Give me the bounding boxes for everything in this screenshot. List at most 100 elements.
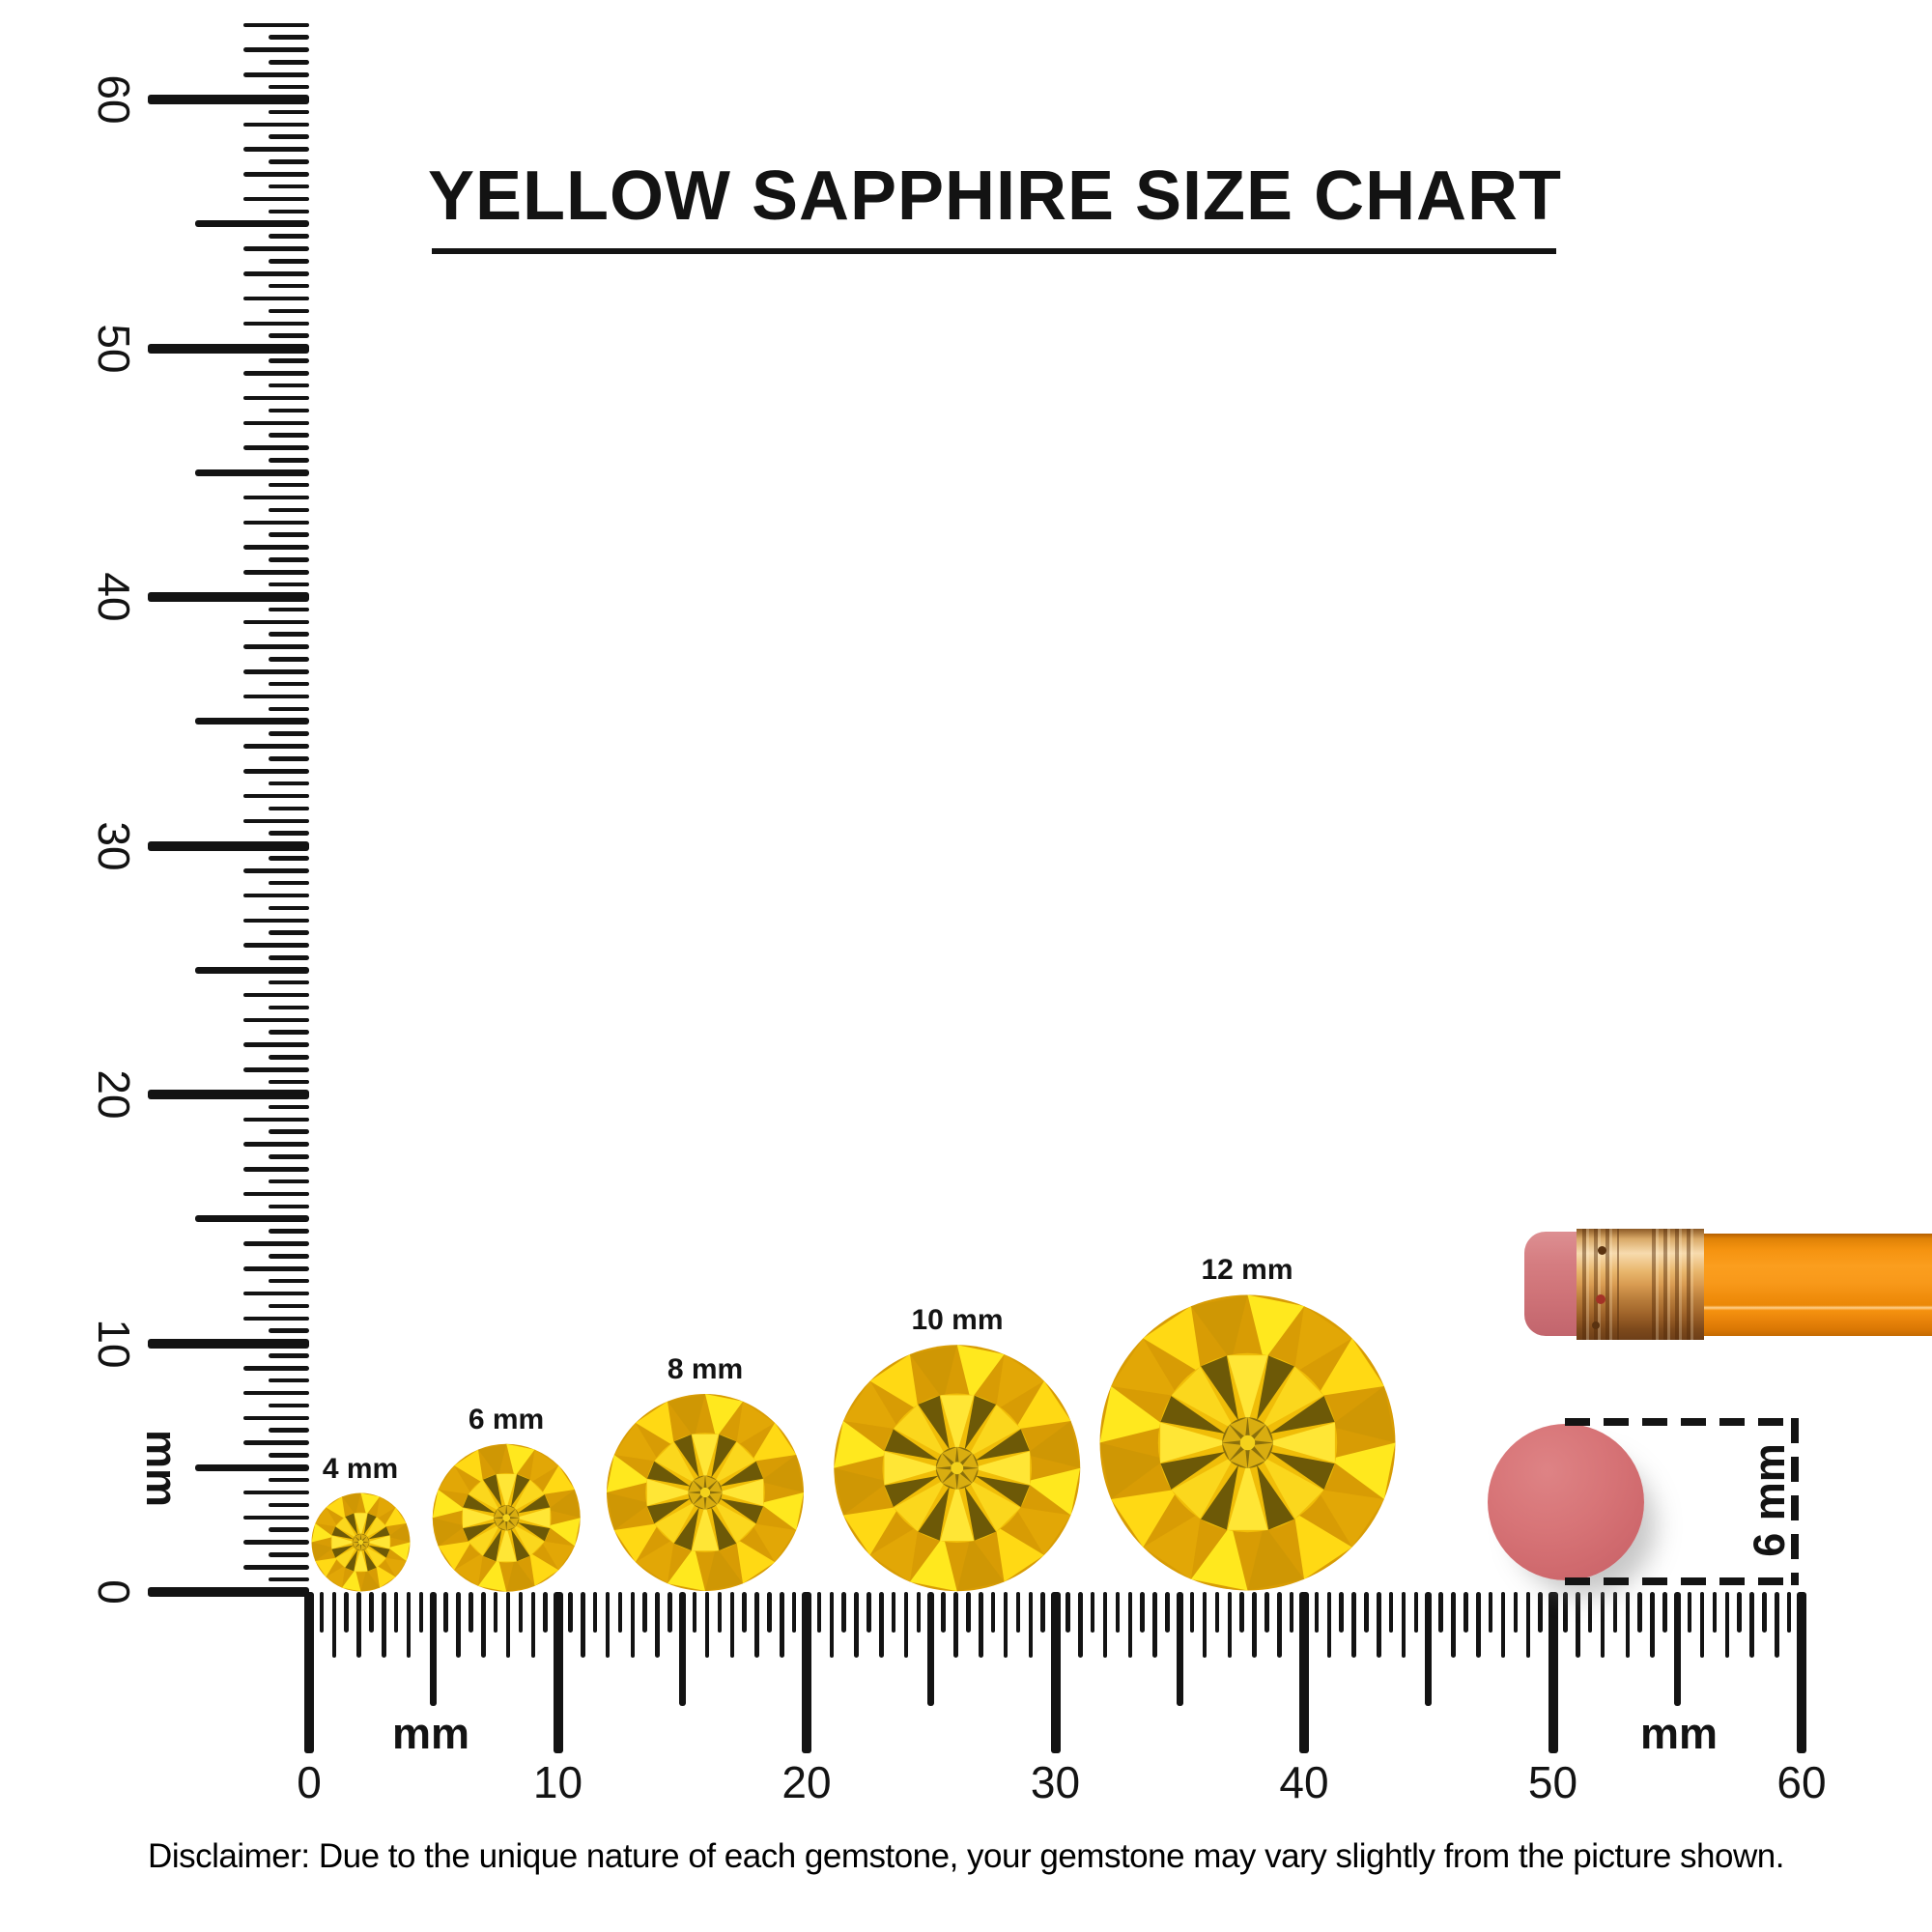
h-ruler-tick xyxy=(1438,1592,1443,1633)
measure-line-right xyxy=(1791,1418,1799,1585)
gem-size-label: 12 mm xyxy=(1201,1254,1293,1286)
v-ruler-tick xyxy=(269,1552,309,1557)
h-ruler-tick xyxy=(568,1592,573,1633)
gem-icon xyxy=(1099,1294,1395,1591)
h-ruler-tick xyxy=(1377,1592,1381,1658)
v-ruler-tick xyxy=(269,1303,309,1309)
eraser-disc-icon xyxy=(1488,1424,1644,1580)
v-ruler-tick xyxy=(269,84,309,90)
v-ruler-tick xyxy=(269,1030,309,1035)
h-ruler-label: 0 xyxy=(297,1757,322,1807)
v-ruler-tick xyxy=(269,1428,309,1433)
h-ruler-tick xyxy=(829,1592,834,1658)
h-ruler-tick xyxy=(903,1592,909,1658)
gem-icon xyxy=(607,1394,804,1591)
v-ruler-tick xyxy=(243,395,309,401)
h-ruler-tick xyxy=(406,1592,412,1658)
pencil-illustration xyxy=(1524,1229,1932,1341)
h-ruler-tick xyxy=(953,1592,958,1658)
v-ruler-tick xyxy=(269,831,309,836)
h-ruler-tick xyxy=(979,1592,983,1658)
h-ruler-tick xyxy=(1227,1592,1232,1658)
v-ruler-tick xyxy=(243,1440,309,1445)
h-ruler-tick xyxy=(1364,1592,1369,1633)
v-ruler-tick xyxy=(243,420,309,425)
h-ruler-tick xyxy=(816,1592,822,1633)
h-ruler-tick xyxy=(1102,1592,1108,1658)
h-ruler-tick xyxy=(916,1592,922,1633)
v-ruler-tick xyxy=(269,706,309,712)
v-ruler-tick xyxy=(269,955,309,960)
h-ruler-tick xyxy=(867,1592,871,1633)
h-ruler-label: 10 xyxy=(532,1757,583,1807)
h-ruler-tick xyxy=(1662,1592,1667,1633)
h-ruler-tick xyxy=(1339,1592,1344,1633)
h-ruler-tick xyxy=(1737,1592,1742,1633)
v-ruler-tick xyxy=(243,694,309,699)
v-ruler-tick xyxy=(269,657,309,662)
h-ruler-tick xyxy=(990,1592,996,1633)
v-ruler-tick xyxy=(269,1055,309,1060)
h-ruler-tick xyxy=(1289,1592,1294,1633)
h-ruler-tick xyxy=(1388,1592,1394,1633)
h-ruler-tick xyxy=(780,1592,784,1658)
h-ruler-tick xyxy=(319,1592,325,1633)
v-ruler-tick xyxy=(269,1229,309,1234)
v-ruler-label: 50 xyxy=(89,323,139,374)
h-ruler-tick xyxy=(530,1592,535,1658)
h-ruler-tick xyxy=(1326,1592,1331,1658)
v-ruler-tick xyxy=(243,1191,309,1197)
h-ruler-tick xyxy=(729,1592,734,1658)
h-ruler-tick xyxy=(493,1592,498,1633)
v-ruler-tick xyxy=(269,35,309,40)
h-ruler-tick xyxy=(655,1592,660,1658)
v-ruler-tick xyxy=(148,1338,309,1349)
v-ruler-tick xyxy=(269,159,309,164)
v-ruler-tick xyxy=(243,122,309,127)
v-ruler-tick xyxy=(243,445,309,450)
v-ruler-tick xyxy=(269,433,309,438)
h-ruler-tick xyxy=(1239,1592,1244,1633)
v-ruler-tick xyxy=(195,469,309,476)
h-ruler-label: 60 xyxy=(1776,1757,1827,1807)
h-ruler-label: 40 xyxy=(1279,1757,1329,1807)
h-ruler-tick xyxy=(1786,1592,1792,1633)
v-ruler-tick xyxy=(269,1254,309,1259)
h-ruler-tick xyxy=(1463,1592,1468,1633)
v-ruler-tick xyxy=(243,1390,309,1396)
h-ruler-tick xyxy=(642,1592,647,1633)
v-ruler-tick xyxy=(269,259,309,264)
h-ruler-tick xyxy=(1488,1592,1493,1633)
pencil-body-icon xyxy=(1704,1234,1932,1336)
v-ruler-tick xyxy=(269,1104,309,1110)
h-ruler-tick xyxy=(791,1592,797,1633)
ferrule-dot xyxy=(1596,1294,1605,1304)
v-ruler-tick xyxy=(269,632,309,637)
h-ruler-tick xyxy=(1140,1592,1145,1633)
v-ruler-tick xyxy=(269,308,309,314)
h-ruler-tick xyxy=(1299,1592,1309,1753)
v-ruler-label: 10 xyxy=(89,1318,139,1369)
h-ruler-tick xyxy=(1548,1592,1558,1753)
ferrule-dot xyxy=(1598,1246,1606,1255)
v-ruler-tick xyxy=(243,769,309,774)
h-ruler-tick xyxy=(1003,1592,1009,1658)
v-ruler-tick xyxy=(243,520,309,525)
v-ruler-tick xyxy=(243,992,309,998)
h-ruler-tick xyxy=(668,1592,672,1633)
v-ruler-tick xyxy=(269,234,309,239)
v-ruler-tick xyxy=(269,1378,309,1383)
h-ruler-tick xyxy=(605,1592,611,1658)
v-ruler-tick xyxy=(243,1241,309,1246)
v-ruler-label: 0 xyxy=(89,1579,139,1605)
h-ruler-tick xyxy=(505,1592,511,1658)
h-ruler-tick xyxy=(678,1592,686,1706)
v-ruler-tick xyxy=(243,495,309,500)
gem-size-label: 10 mm xyxy=(911,1303,1004,1336)
v-ruler-tick xyxy=(269,557,309,562)
v-ruler-tick xyxy=(243,868,309,873)
v-ruler-tick xyxy=(269,60,309,65)
horizontal-ruler-unit-label-right: mm xyxy=(1639,1709,1719,1758)
h-ruler-tick xyxy=(1425,1592,1433,1706)
v-ruler-tick xyxy=(243,1042,309,1047)
